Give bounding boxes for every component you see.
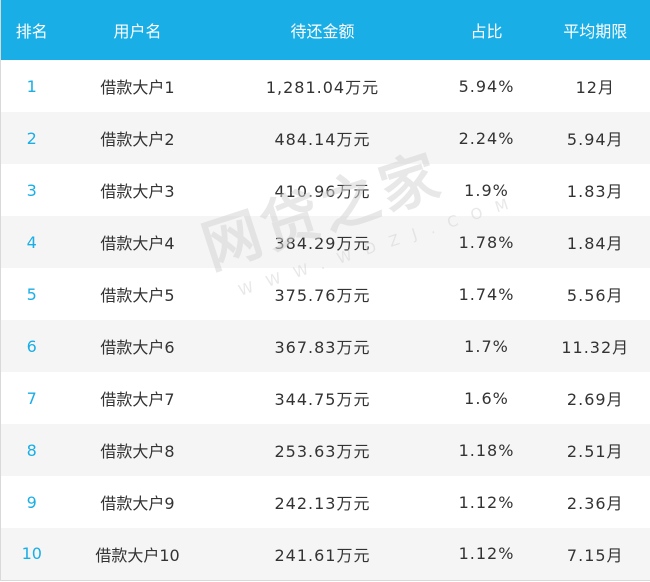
username-cell: 借款大户4 <box>100 234 175 253</box>
username-cell: 借款大户7 <box>100 390 175 409</box>
rank-cell: 4 <box>26 232 37 252</box>
term-cell: 12月 <box>575 78 615 97</box>
ratio-cell: 1.12% <box>458 544 515 564</box>
header-ratio: 占比 <box>470 22 503 41</box>
ratio-cell: 1.18% <box>458 440 515 460</box>
table-row: 8 借款大户8 253.63万元 1.18% 2.51月 <box>0 424 650 476</box>
header-pending-amount: 待还金额 <box>290 22 355 41</box>
term-cell: 5.94月 <box>566 130 624 149</box>
ratio-cell: 1.78% <box>458 232 515 252</box>
term-cell: 7.15月 <box>566 545 624 565</box>
table-row: 5 借款大户5 375.76万元 1.74% 5.56月 <box>1 268 650 320</box>
username-cell: 借款大户8 <box>100 442 175 461</box>
term-cell: 2.36月 <box>566 494 624 513</box>
ratio-cell: 2.24% <box>458 128 515 148</box>
ratio-cell: 1.74% <box>458 284 515 304</box>
table-row: 1 借款大户1 1,281.04万元 5.94% 12月 <box>1 60 650 112</box>
term-cell: 5.56月 <box>566 286 624 305</box>
amount-cell: 484.14万元 <box>274 130 371 149</box>
term-cell: 1.83月 <box>566 182 624 201</box>
table-row: 10 借款大户10 241.61万元 1.12% 7.15月 <box>0 528 650 580</box>
amount-cell: 241.61万元 <box>274 545 371 565</box>
username-cell: 借款大户10 <box>95 545 180 565</box>
amount-cell: 375.76万元 <box>274 286 371 305</box>
username-cell: 借款大户1 <box>100 78 175 97</box>
table-header-row: 排名 用户名 待还金额 占比 平均期限 <box>0 0 650 60</box>
term-cell: 1.84月 <box>566 234 624 253</box>
username-cell: 借款大户5 <box>100 286 175 305</box>
username-cell: 借款大户2 <box>100 130 175 149</box>
table-row: 3 借款大户3 410.96万元 1.9% 1.83月 <box>1 164 650 216</box>
table-row: 2 借款大户2 484.14万元 2.24% 5.94月 <box>0 112 650 164</box>
ratio-cell: 1.9% <box>464 180 509 200</box>
username-cell: 借款大户6 <box>100 338 175 357</box>
header-rank: 排名 <box>15 22 48 41</box>
amount-cell: 344.75万元 <box>274 390 371 409</box>
ratio-cell: 1.12% <box>458 492 515 512</box>
rank-cell: 9 <box>26 492 37 512</box>
rank-cell: 7 <box>26 388 37 408</box>
amount-cell: 367.83万元 <box>274 338 371 357</box>
ratio-cell: 1.6% <box>464 388 509 408</box>
ratio-cell: 5.94% <box>458 76 515 96</box>
amount-cell: 384.29万元 <box>274 234 371 253</box>
header-username: 用户名 <box>113 22 162 41</box>
amount-cell: 253.63万元 <box>274 442 371 461</box>
amount-cell: 410.96万元 <box>274 182 371 201</box>
rank-cell: 2 <box>26 128 37 148</box>
table-row: 9 借款大户9 242.13万元 1.12% 2.36月 <box>1 476 650 528</box>
username-cell: 借款大户3 <box>100 182 175 201</box>
amount-cell: 1,281.04万元 <box>265 78 380 97</box>
header-average-term: 平均期限 <box>563 22 628 41</box>
rank-cell: 3 <box>26 180 37 200</box>
rank-cell: 1 <box>26 76 37 96</box>
rank-cell: 6 <box>26 336 37 356</box>
username-cell: 借款大户9 <box>100 494 175 513</box>
term-cell: 2.69月 <box>566 390 624 409</box>
table-row: 7 借款大户7 344.75万元 1.6% 2.69月 <box>1 372 650 424</box>
table-row: 4 借款大户4 384.29万元 1.78% 1.84月 <box>0 216 650 268</box>
table-row: 6 借款大户6 367.83万元 1.7% 11.32月 <box>0 320 650 372</box>
rank-cell: 8 <box>26 440 37 460</box>
rank-cell: 10 <box>21 544 42 564</box>
ratio-cell: 1.7% <box>464 336 509 356</box>
term-cell: 2.51月 <box>566 442 624 461</box>
amount-cell: 242.13万元 <box>274 494 371 513</box>
term-cell: 11.32月 <box>561 338 630 357</box>
rank-cell: 5 <box>26 284 37 304</box>
